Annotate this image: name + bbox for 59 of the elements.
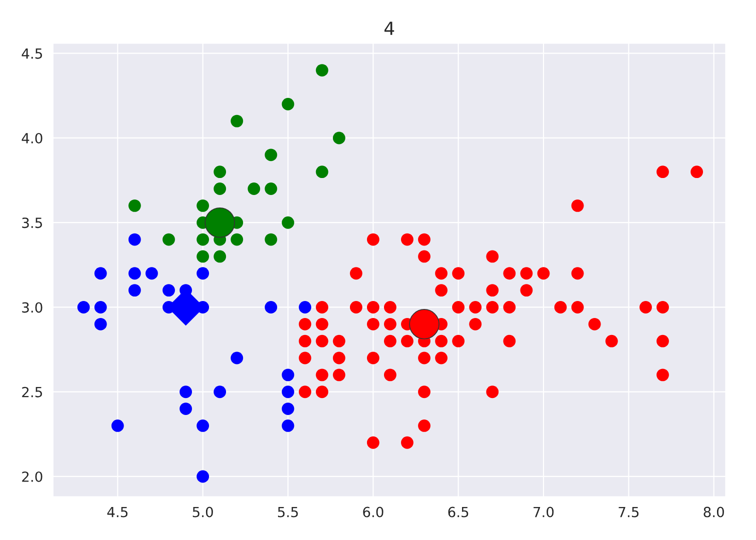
- point: [316, 166, 328, 178]
- point: [282, 98, 294, 110]
- point: [128, 284, 141, 297]
- x-tick-label: 4.5: [107, 506, 128, 518]
- x-tick-label: 8.0: [704, 506, 724, 518]
- x-tick-label: 6.5: [448, 506, 468, 518]
- point: [264, 148, 278, 162]
- point: [162, 233, 175, 246]
- point: [282, 216, 294, 229]
- point: [264, 233, 278, 246]
- point: [128, 233, 141, 246]
- point: [196, 250, 210, 263]
- point: [128, 267, 141, 280]
- point: [282, 420, 294, 432]
- x-tick-label: 7.0: [534, 506, 554, 518]
- point: [282, 402, 294, 415]
- point: [332, 132, 346, 144]
- point: [282, 368, 294, 382]
- point: [146, 267, 158, 280]
- point: [264, 301, 278, 314]
- y-tick-label: 2.0: [22, 471, 42, 482]
- x-tick-label: 5.5: [278, 506, 298, 518]
- point: [196, 470, 210, 483]
- point: [180, 402, 192, 415]
- point: [94, 301, 107, 314]
- point: [214, 182, 226, 195]
- point: [409, 309, 440, 340]
- point: [214, 386, 226, 398]
- point: [214, 250, 226, 263]
- chart-title: 4: [384, 22, 394, 35]
- point: [111, 420, 124, 432]
- point: [196, 233, 210, 246]
- x-tick-label: 7.5: [618, 506, 638, 518]
- y-tick-label: 2.5: [22, 386, 42, 398]
- point: [196, 267, 210, 280]
- x-tick-label: 5.0: [192, 506, 213, 518]
- y-tick-label: 3.0: [22, 302, 42, 313]
- point: [77, 301, 90, 314]
- x-tick-label: 6.0: [363, 506, 384, 518]
- point: [214, 166, 226, 178]
- point: [94, 267, 107, 280]
- point: [196, 420, 210, 432]
- point: [204, 207, 236, 238]
- point: [230, 114, 244, 128]
- point: [230, 233, 244, 246]
- point: [298, 301, 312, 314]
- point: [264, 182, 278, 195]
- point: [162, 284, 175, 297]
- point: [248, 182, 260, 195]
- point: [316, 64, 328, 76]
- point: [128, 199, 141, 212]
- point: [180, 386, 192, 398]
- point: [282, 386, 294, 398]
- y-tick-label: 4.5: [22, 48, 42, 59]
- point: [230, 352, 244, 364]
- point: [196, 199, 210, 212]
- y-tick-label: 4.0: [22, 132, 42, 144]
- y-tick-label: 3.5: [22, 218, 42, 228]
- point: [94, 318, 107, 330]
